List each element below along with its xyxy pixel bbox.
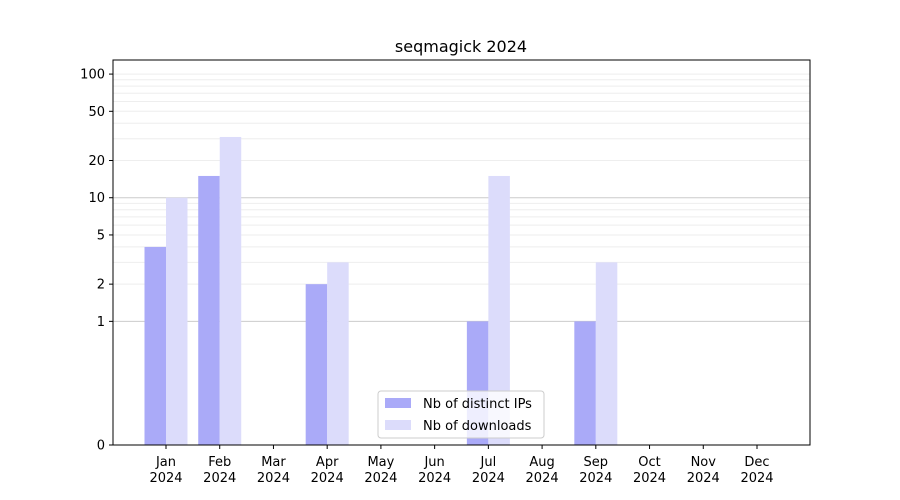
x-tick-label-month: Feb — [208, 455, 231, 470]
x-tick-label-year: 2024 — [740, 471, 773, 486]
bar-distinct-ips — [198, 175, 220, 445]
bar-distinct-ips — [305, 284, 328, 445]
x-tick-label-month: May — [367, 455, 394, 470]
bar-downloads — [327, 262, 349, 445]
bar-downloads — [219, 136, 242, 445]
bar-downloads — [488, 175, 510, 445]
legend-label-downloads: Nb of downloads — [423, 419, 532, 434]
x-tick-label-month: Dec — [744, 455, 769, 470]
y-tick-label: 100 — [80, 68, 105, 83]
x-tick-label-month: Nov — [691, 455, 717, 470]
x-tick-label-year: 2024 — [687, 471, 720, 486]
x-tick-label-month: Jan — [155, 455, 176, 470]
x-tick-label-month: Mar — [261, 455, 286, 470]
x-tick-label-year: 2024 — [149, 471, 182, 486]
y-tick-label: 10 — [88, 191, 105, 206]
x-tick-label-month: Jul — [480, 455, 497, 470]
x-tick-label-month: Sep — [584, 455, 609, 470]
x-tick-label-month: Aug — [529, 455, 554, 470]
bars — [144, 136, 618, 445]
x-tick-label-year: 2024 — [203, 471, 236, 486]
legend-box — [377, 390, 545, 439]
x-tick-label-year: 2024 — [311, 471, 344, 486]
legend-label-distinct-ips: Nb of distinct IPs — [423, 397, 532, 412]
x-tick-label-year: 2024 — [633, 471, 666, 486]
y-axis: 0 1 2 5 10 20 50 100 — [80, 68, 113, 454]
x-tick-label-year: 2024 — [257, 471, 290, 486]
bar-downloads — [166, 197, 188, 445]
x-tick-label-month: Jun — [423, 455, 444, 470]
y-tick-label: 20 — [88, 154, 105, 169]
y-tick-label: 0 — [97, 439, 105, 454]
bar-distinct-ips — [574, 321, 596, 445]
legend-swatch-distinct-ips — [385, 398, 411, 408]
x-tick-label-month: Oct — [638, 455, 660, 470]
x-tick-label-year: 2024 — [418, 471, 451, 486]
legend: Nb of distinct IPs Nb of downloads — [377, 390, 545, 439]
x-tick-label-month: Apr — [316, 455, 339, 470]
bar-distinct-ips — [144, 246, 166, 445]
x-axis: Jan2024Feb2024Mar2024Apr2024May2024Jun20… — [149, 445, 774, 486]
y-tick-label: 2 — [97, 278, 105, 293]
chart-title: seqmagick 2024 — [395, 37, 527, 56]
x-tick-label-year: 2024 — [579, 471, 612, 486]
y-tick-label: 50 — [88, 105, 105, 120]
legend-swatch-downloads — [385, 420, 411, 430]
y-tick-label: 5 — [97, 228, 105, 243]
x-tick-label-year: 2024 — [364, 471, 397, 486]
x-tick-label-year: 2024 — [526, 471, 559, 486]
bar-downloads — [595, 262, 618, 445]
plot-frame — [112, 59, 811, 446]
y-tick-label: 1 — [97, 315, 105, 330]
x-tick-label-year: 2024 — [472, 471, 505, 486]
